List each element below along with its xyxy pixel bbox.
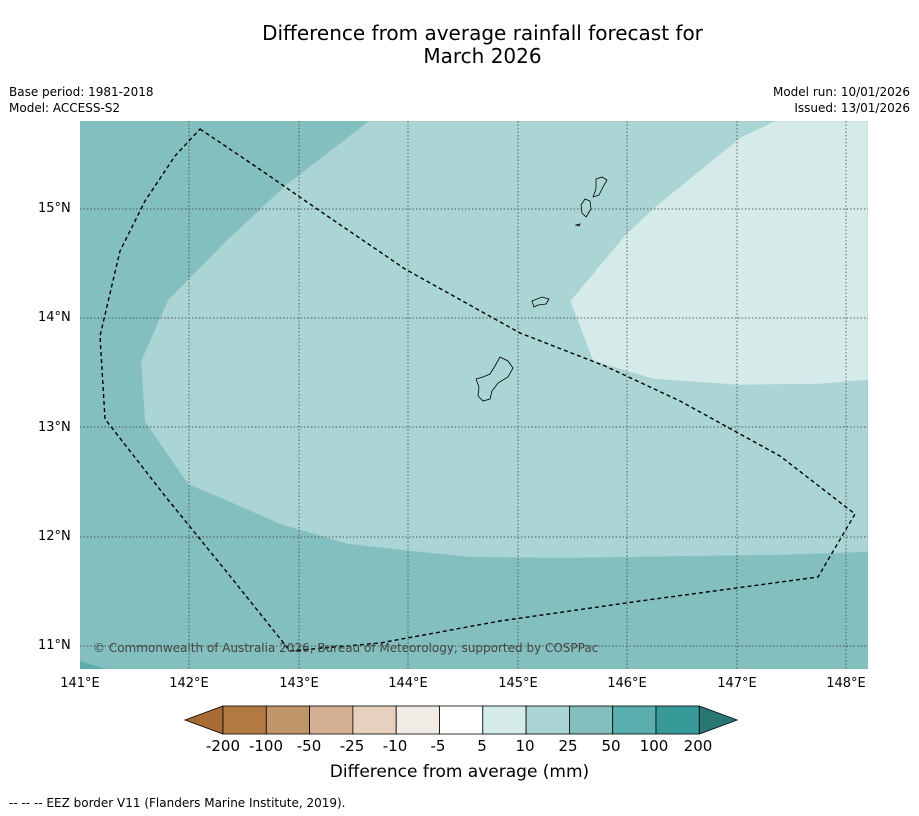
colorbar-label: -25 bbox=[339, 737, 365, 755]
lon-label-142e: 142°E bbox=[169, 676, 209, 691]
rainfall-map bbox=[80, 121, 868, 669]
zone-5-10 bbox=[569, 121, 868, 386]
lon-label-146e: 146°E bbox=[607, 676, 647, 691]
copyright-notice: © Commonwealth of Australia 2026, Bureau… bbox=[93, 641, 599, 655]
colorbar-label: 10 bbox=[515, 737, 535, 755]
guam-island bbox=[475, 356, 514, 402]
title-line-2: March 2026 bbox=[423, 44, 542, 68]
title-line-1: Difference from average rainfall forecas… bbox=[262, 21, 703, 45]
colorbar-swatch bbox=[612, 705, 657, 735]
colorbar-title: Difference from average (mm) bbox=[329, 762, 590, 782]
colorbar-swatch bbox=[482, 705, 527, 735]
colorbar bbox=[183, 705, 738, 735]
meta-left: Base period: 1981-2018 Model: ACCESS-S2 bbox=[9, 84, 154, 116]
colorbar-label: 5 bbox=[477, 737, 487, 755]
colorbar-swatch bbox=[395, 705, 440, 735]
graticule bbox=[80, 121, 868, 669]
colorbar-label: -200 bbox=[205, 737, 241, 755]
eez-border bbox=[99, 128, 856, 652]
model-run: Model run: 10/01/2026 bbox=[772, 85, 910, 99]
colorbar-label: -5 bbox=[430, 737, 446, 755]
lat-label-12n: 12°N bbox=[38, 529, 71, 544]
colorbar-swatch bbox=[309, 705, 354, 735]
colorbar-swatch bbox=[222, 705, 267, 735]
colorbar-label: -10 bbox=[382, 737, 408, 755]
colorbar-label: -50 bbox=[296, 737, 322, 755]
zone-corner bbox=[80, 661, 105, 669]
lat-label-11n: 11°N bbox=[38, 638, 71, 653]
colorbar-swatch bbox=[568, 705, 614, 735]
colorbar-label: -100 bbox=[248, 737, 284, 755]
islands bbox=[475, 176, 608, 402]
lon-label-147e: 147°E bbox=[717, 676, 757, 691]
map-title: Difference from average rainfall forecas… bbox=[0, 22, 919, 68]
colorbar-label: 25 bbox=[558, 737, 578, 755]
meta-right: Model run: 10/01/2026 Issued: 13/01/2026 bbox=[773, 84, 910, 116]
rota-island bbox=[531, 296, 550, 308]
colorbar-extend-high bbox=[698, 705, 738, 735]
lon-label-145e: 145°E bbox=[498, 676, 538, 691]
colorbar-swatch bbox=[439, 705, 484, 735]
base-period: Base period: 1981-2018 bbox=[9, 85, 154, 99]
colorbar-swatch bbox=[655, 705, 700, 735]
tinian-island bbox=[580, 198, 592, 218]
lon-label-143e: 143°E bbox=[279, 676, 319, 691]
lon-label-141e: 141°E bbox=[60, 676, 100, 691]
colorbar-swatches bbox=[183, 705, 738, 735]
saipan-island bbox=[592, 176, 608, 198]
lat-label-15n: 15°N bbox=[38, 201, 71, 216]
colorbar-swatch bbox=[525, 705, 570, 735]
colorbar-label: 200 bbox=[683, 737, 713, 755]
eez-legend: -- -- -- EEZ border V11 (Flanders Marine… bbox=[9, 796, 346, 810]
colorbar-swatch bbox=[265, 705, 311, 735]
lon-label-148e: 148°E bbox=[826, 676, 866, 691]
lon-label-144e: 144°E bbox=[388, 676, 428, 691]
model-name: Model: ACCESS-S2 bbox=[9, 101, 121, 115]
aguijan-island bbox=[574, 223, 581, 227]
lat-label-14n: 14°N bbox=[38, 310, 71, 325]
colorbar-label: 100 bbox=[639, 737, 669, 755]
issued-date: Issued: 13/01/2026 bbox=[794, 101, 910, 115]
colorbar-swatch bbox=[352, 705, 397, 735]
colorbar-extend-low bbox=[183, 705, 224, 735]
lat-label-13n: 13°N bbox=[38, 420, 71, 435]
colorbar-label: 50 bbox=[601, 737, 621, 755]
